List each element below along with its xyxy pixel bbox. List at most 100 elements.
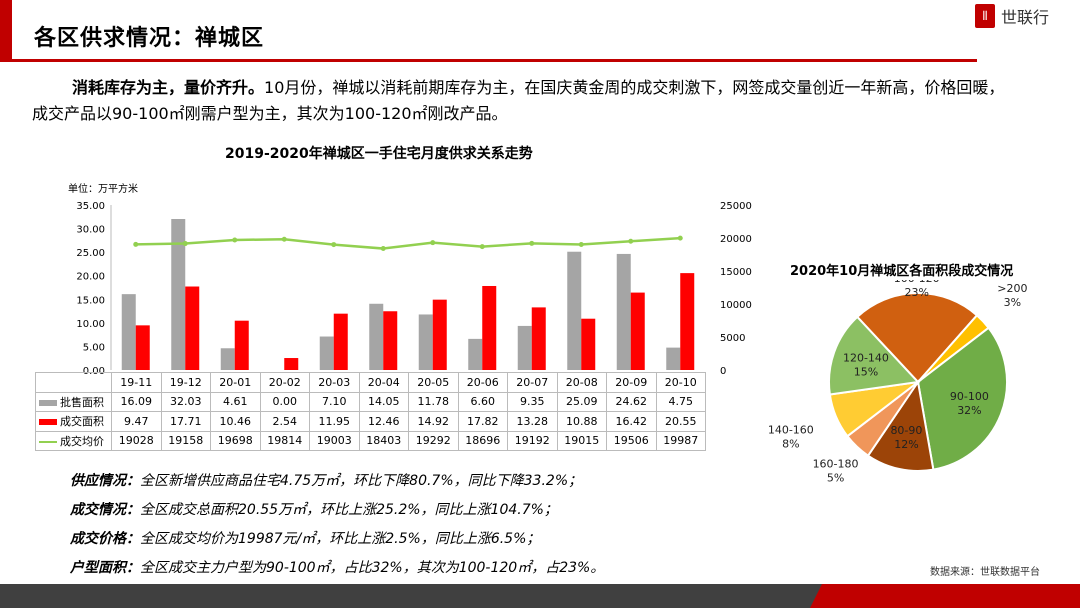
chart-unit-label: 单位：万平方米: [68, 184, 138, 195]
left-tick-label: 0.00: [83, 366, 105, 375]
right-tick-label: 20000: [720, 234, 752, 245]
bar-supply: [220, 348, 235, 370]
legend-swatch-icon: [39, 399, 57, 406]
left-tick-label: 30.00: [76, 225, 105, 236]
bar-transaction: [581, 318, 596, 370]
left-tick-label: 5.00: [83, 342, 105, 353]
category-label: 20-04: [358, 372, 409, 393]
combo-chart: 35.00 30.00 25.00 20.00 15.00 10.00 5.00 0.00 25…: [76, 201, 752, 375]
table-cell: 6.60: [457, 391, 508, 412]
pie-slice-percent: 5%: [827, 471, 844, 484]
logo-text: 世联行: [1001, 8, 1050, 27]
logo: ⦀ 世联行: [975, 4, 1049, 28]
point-avg-price: [281, 236, 287, 242]
category-label: 20-02: [259, 372, 310, 393]
bar-supply: [468, 338, 483, 370]
bullet-label: 户型面积：: [70, 560, 140, 576]
table-cell: 11.78: [408, 391, 459, 412]
table-cell: 19158: [160, 430, 211, 451]
table-cell: 19814: [259, 430, 310, 451]
bar-supply: [616, 253, 631, 370]
pie-slice-label: 140-160: [768, 423, 814, 436]
table-cell: 9.35: [507, 391, 558, 412]
table-cell: 12.46: [358, 411, 409, 432]
legend-swatch-icon: [39, 419, 57, 426]
bar-supply: [418, 314, 433, 370]
right-tick-label: 5000: [720, 333, 745, 344]
table-cell: 19987: [655, 430, 706, 451]
table-cell: 20.55: [655, 411, 706, 432]
bar-transaction: [284, 358, 299, 370]
point-avg-price: [578, 242, 584, 248]
category-label: 19-11: [111, 372, 162, 393]
bullet-text: 全区成交总面积20.55万㎡，环比上涨25.2%，同比上涨104.7%；: [140, 502, 558, 518]
series-legend: 成交面积: [35, 411, 112, 432]
point-avg-price: [182, 241, 188, 247]
bullet-price: 成交价格：全区成交均价为19987元/㎡，环比上涨2.5%，同比上涨6.5%；: [70, 528, 540, 548]
pie-slice-percent: 32%: [957, 404, 981, 417]
bullet-label: 成交情况：: [70, 502, 140, 518]
series-legend: 批售面积: [35, 391, 112, 412]
table-cell: 32.03: [160, 391, 211, 412]
table-cell: 19698: [210, 430, 261, 451]
series-name: 成交均价: [60, 434, 104, 448]
bullet-text: 全区成交均价为19987元/㎡，环比上涨2.5%，同比上涨6.5%；: [140, 531, 541, 547]
series-legend: 成交均价: [35, 430, 112, 451]
category-label: 20-03: [309, 372, 360, 393]
right-tick-label: 0: [720, 366, 726, 375]
intro-text: 10月份，禅城以消耗前期库存为主，在国庆黄金周的成交刺激下，网签成交量创近一年新…: [32, 78, 1005, 123]
table-cell: 25.09: [556, 391, 607, 412]
table-row: 批售面积 16.09 32.03 4.61 0.00 7.10 14.05 11.78 6.60…: [35, 391, 706, 412]
table-cell: 17.71: [160, 411, 211, 432]
pie-slice: [916, 326, 1008, 471]
bullet-text: 全区成交主力户型为90-100㎡，占比32%，其次为100-120㎡，占23%。: [140, 560, 605, 576]
table-cell: 4.61: [210, 391, 261, 412]
point-avg-price: [133, 241, 139, 247]
category-label: 20-06: [457, 372, 508, 393]
pie-slice-percent: 15%: [854, 366, 878, 379]
table-cell: 4.75: [655, 391, 706, 412]
series-name: 批售面积: [60, 395, 104, 409]
right-tick-label: 25000: [720, 201, 752, 212]
bullet-text: 全区新增供应商品住宅4.75万㎡，环比下降80.7%，同比下降33.2%；: [140, 473, 583, 489]
pie-slice-label: 90-100: [950, 390, 989, 403]
bar-supply: [567, 251, 582, 370]
table-cell: 24.62: [606, 391, 657, 412]
table-cell: 13.28: [507, 411, 558, 432]
table-cell: 19028: [111, 430, 162, 451]
bar-supply: [666, 347, 681, 370]
pie-slice-percent: 12%: [894, 438, 918, 451]
table-cell: 19192: [507, 430, 558, 451]
table-header-row: 19-11 19-12 20-01 20-02 20-03 20-04 20-05 20-06…: [35, 372, 706, 393]
category-label: 20-05: [408, 372, 459, 393]
table-cell: 17.82: [457, 411, 508, 432]
table-cell: 14.05: [358, 391, 409, 412]
bar-transaction: [680, 273, 695, 370]
footer-accent: [810, 584, 1080, 608]
bullet-unit-size: 户型面积：全区成交主力户型为90-100㎡，占比32%，其次为100-120㎡，…: [70, 557, 604, 577]
line-avg-price: [135, 236, 681, 250]
table-cell: 0.00: [259, 391, 310, 412]
table-cell: 19506: [606, 430, 657, 451]
table-cell: 11.95: [309, 411, 360, 432]
page-title: 各区供求情况：禅城区: [34, 26, 265, 51]
combo-chart-title: 2019-2020年禅城区一手住宅月度供求关系走势: [225, 146, 533, 162]
table-cell: 10.46: [210, 411, 261, 432]
table-cell: 16.09: [111, 391, 162, 412]
category-label: 20-09: [606, 372, 657, 393]
pie-slice-percent: 3%: [1004, 296, 1021, 309]
table-cell: 2.54: [259, 411, 310, 432]
bar-supply: [517, 325, 532, 370]
data-source: 数据来源：世联数据平台: [930, 567, 1040, 578]
bar-transaction: [333, 313, 348, 370]
series-name: 成交面积: [60, 415, 104, 429]
pie-chart-title: 2020年10月禅城区各面积段成交情况: [790, 264, 1014, 279]
bar-transaction: [432, 299, 447, 370]
pie-slice-label: >200: [997, 282, 1027, 295]
table-cell: 9.47: [111, 411, 162, 432]
intro-paragraph: 消耗库存为主，量价齐升。10月份，禅城以消耗前期库存为主，在国庆黄金周的成交刺激…: [32, 75, 1012, 127]
left-tick-label: 35.00: [76, 201, 105, 212]
bar-transaction: [482, 285, 497, 370]
bar-transaction: [630, 292, 645, 370]
